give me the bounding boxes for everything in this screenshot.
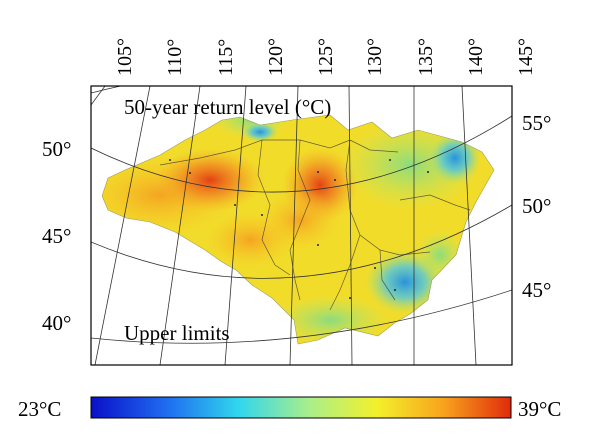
region-outline [101,114,495,345]
lat-label-right-55: 55° [522,111,551,135]
longitude-labels: 105° 110° 115° 120° 125° 130° 135° 140° … [114,38,537,76]
lon-label-125: 125° [315,38,337,76]
lat-label-left-50: 50° [42,137,71,161]
left-latitude-labels: 50° 45° 40° [42,137,71,335]
map-subtitle: Upper limits [124,321,230,345]
province-boundaries [159,139,471,311]
lat-label-left-45: 45° [42,224,71,248]
temperature-field [102,115,494,344]
lon-label-110: 110° [164,39,186,76]
graticule [91,86,512,365]
lon-label-105: 105° [114,38,136,76]
lon-label-115: 115° [215,39,237,76]
map-frame [90,85,513,366]
lon-label-135: 135° [415,38,437,76]
station-markers [169,159,429,299]
lon-label-145: 145° [515,38,537,76]
map-title: 50-year return level (°C) [124,95,331,119]
colorbar-min-label: 23°C [18,397,61,421]
colorbar-max-label: 39°C [518,397,561,421]
lon-label-140: 140° [465,38,487,76]
lon-label-130: 130° [364,38,386,76]
colorbar [90,396,512,419]
lat-label-right-50: 50° [522,194,551,218]
lon-label-120: 120° [265,38,287,76]
right-latitude-labels: 55° 50° 45° [522,111,551,302]
lat-label-right-45: 45° [522,278,551,302]
lat-label-left-40: 40° [42,311,71,335]
